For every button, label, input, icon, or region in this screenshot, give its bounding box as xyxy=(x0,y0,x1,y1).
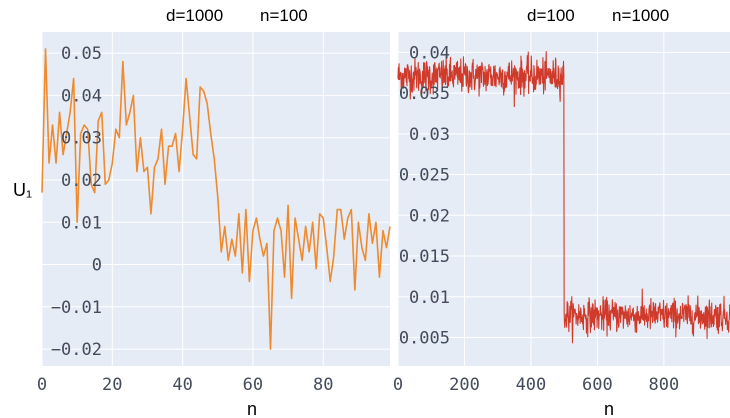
y-tick-label: 0.035 xyxy=(399,84,450,104)
x-tick-labels-left: 0 20 40 60 80 xyxy=(37,375,334,395)
y-tick-label: 0.01 xyxy=(409,288,450,308)
y-tick-label: 0.005 xyxy=(399,328,450,348)
y-tick-label: 0.015 xyxy=(399,247,450,267)
y-tick-label: 0 xyxy=(92,256,102,276)
y-tick-label: 0.025 xyxy=(399,166,450,186)
y-tick-label: 0.02 xyxy=(409,206,450,226)
x-tick-label: 600 xyxy=(582,375,613,395)
y-tick-label: 0.03 xyxy=(409,125,450,145)
chart-panel-right: 0.04 0.035 0.03 0.025 0.02 0.015 0.01 0.005 0 20… xyxy=(393,6,730,418)
x-tick-label: 0 xyxy=(393,375,403,395)
y-tick-label: −0.01 xyxy=(51,298,102,318)
x-tick-label: 80 xyxy=(313,375,333,395)
series-line xyxy=(41,48,391,350)
series-line xyxy=(397,51,730,344)
x-tick-label: 40 xyxy=(172,375,192,395)
y-tick-label: 0.02 xyxy=(61,171,102,191)
x-tick-label: 400 xyxy=(516,375,547,395)
x-tick-label: 800 xyxy=(649,375,680,395)
gridlines-left xyxy=(41,32,390,366)
y-tick-label: 0.04 xyxy=(409,43,450,63)
y-axis-title-left: U₁ xyxy=(13,180,32,200)
x-axis-title-right: n xyxy=(604,399,614,418)
plot-background-left xyxy=(42,32,390,366)
y-tick-label: 0.04 xyxy=(61,86,102,106)
chart-title-left-n: n=100 xyxy=(260,6,308,25)
series-right xyxy=(397,51,730,344)
chart-title-right-n: n=1000 xyxy=(612,6,669,25)
x-tick-label: 0 xyxy=(37,375,47,395)
y-tick-labels-left: 0.05 0.04 0.03 0.02 0.01 0 −0.01 −0.02 xyxy=(51,44,102,360)
series-left xyxy=(41,48,391,350)
y-tick-labels-right: 0.04 0.035 0.03 0.025 0.02 0.015 0.01 0.005 xyxy=(399,43,450,348)
x-axis-title-left: n xyxy=(247,399,257,418)
y-tick-label: −0.02 xyxy=(51,340,102,360)
chart-panel-left: 0.05 0.04 0.03 0.02 0.01 0 −0.01 −0.02 0 20 40 60 8… xyxy=(13,6,391,418)
x-tick-label: 60 xyxy=(243,375,263,395)
x-tick-label: 200 xyxy=(449,375,480,395)
x-tick-label: 20 xyxy=(102,375,122,395)
x-tick-labels-right: 0 200 400 600 800 xyxy=(393,375,679,395)
y-tick-label: 0.03 xyxy=(61,129,102,149)
y-tick-label: 0.01 xyxy=(61,213,102,233)
chart-title-left-d: d=1000 xyxy=(166,6,223,25)
chart-title-right-d: d=100 xyxy=(527,6,575,25)
y-tick-label: 0.05 xyxy=(61,44,102,64)
